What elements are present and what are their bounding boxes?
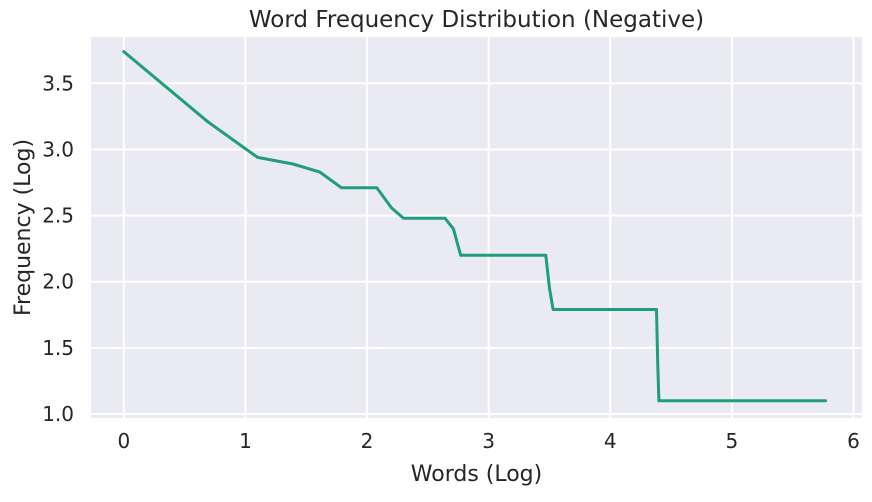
chart-title: Word Frequency Distribution (Negative) bbox=[249, 7, 704, 33]
y-axis-ticks: 1.0 1.5 2.0 2.5 3.0 3.5 bbox=[42, 71, 74, 426]
series-layer bbox=[122, 50, 827, 403]
grid bbox=[91, 37, 862, 418]
x-tick-label: 3 bbox=[482, 429, 495, 453]
x-tick-label: 2 bbox=[361, 429, 374, 453]
y-tick-label: 1.0 bbox=[42, 402, 74, 426]
x-tick-label: 0 bbox=[117, 429, 130, 453]
y-tick-label: 2.5 bbox=[42, 204, 74, 228]
plot-area bbox=[91, 37, 862, 418]
series-line bbox=[122, 50, 827, 403]
x-tick-label: 1 bbox=[239, 429, 252, 453]
x-tick-label: 4 bbox=[604, 429, 617, 453]
x-tick-label: 6 bbox=[847, 429, 860, 453]
y-tick-label: 3.0 bbox=[42, 137, 74, 161]
x-tick-label: 5 bbox=[726, 429, 739, 453]
x-axis-ticks: 0 1 2 3 4 5 6 bbox=[117, 429, 859, 453]
y-tick-label: 1.5 bbox=[42, 336, 74, 360]
y-tick-label: 2.0 bbox=[42, 270, 74, 294]
y-axis-label: Frequency (Log) bbox=[11, 139, 36, 316]
y-tick-label: 3.5 bbox=[42, 71, 74, 95]
x-axis-label: Words (Log) bbox=[411, 462, 542, 487]
